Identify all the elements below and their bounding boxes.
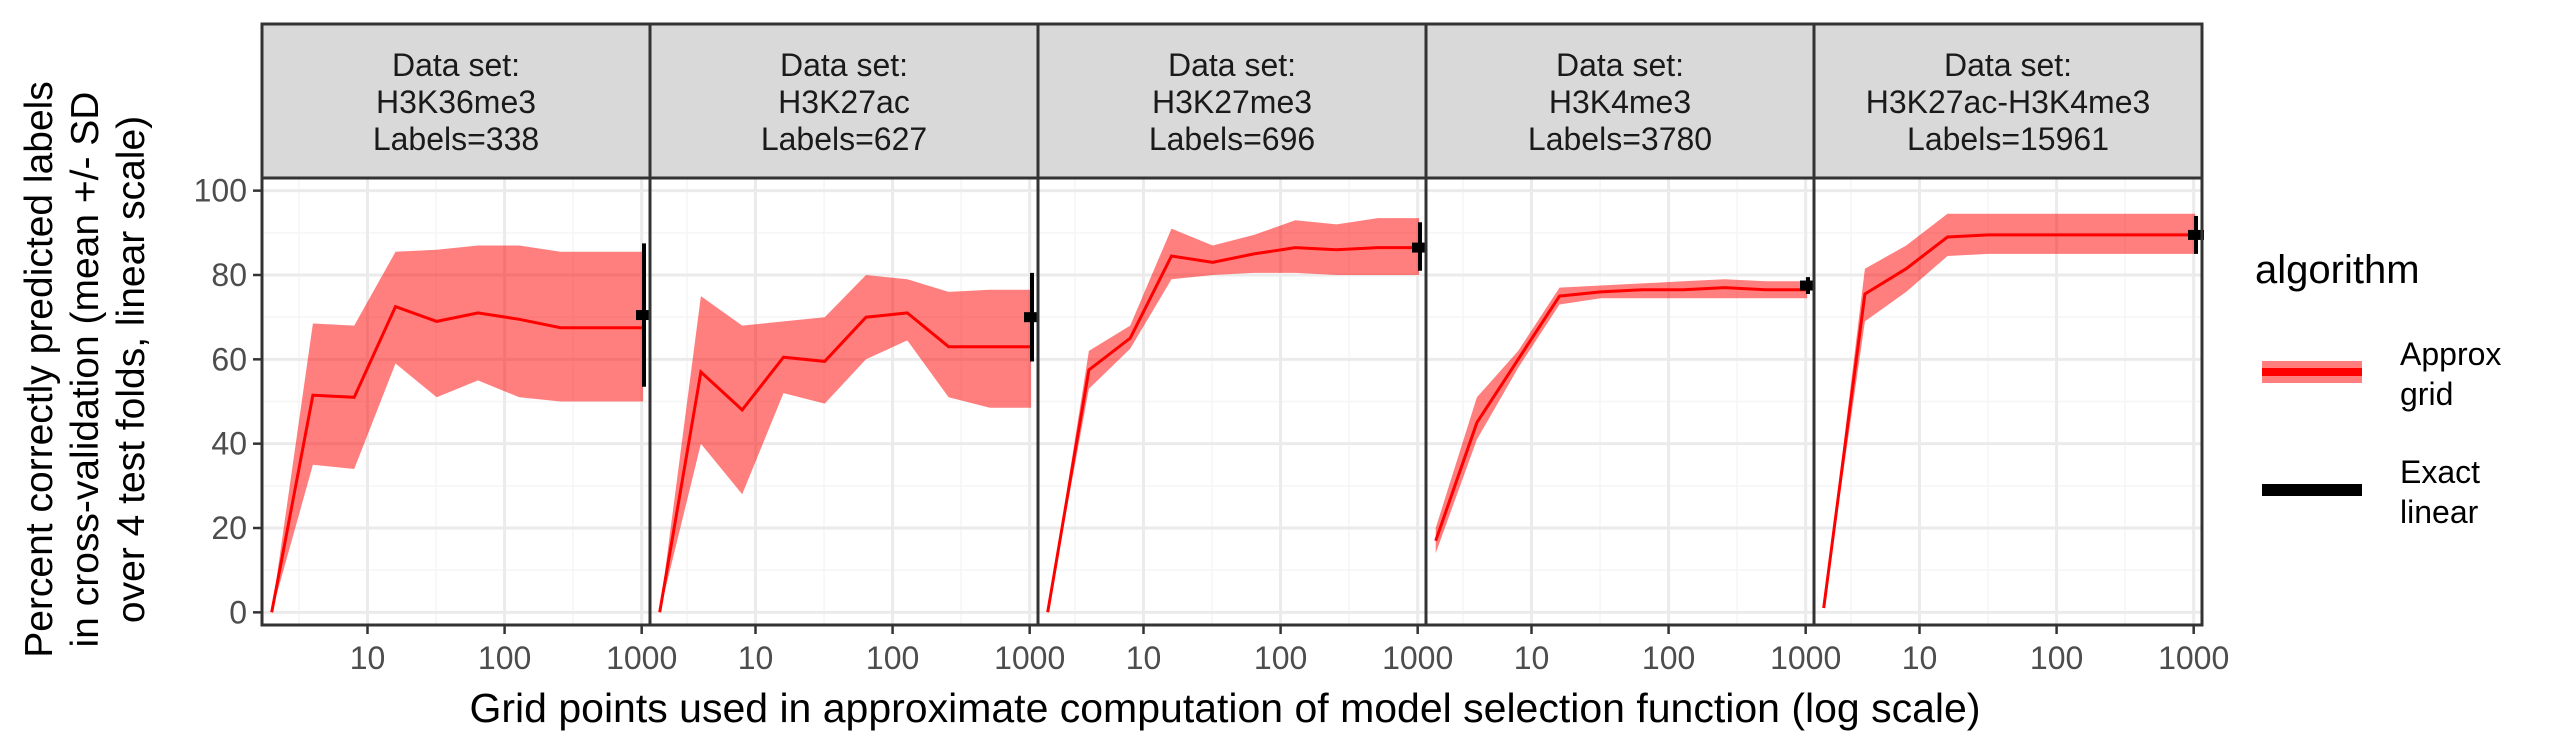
x-tick-label: 100 xyxy=(1642,640,1695,676)
facet-strip xyxy=(1812,22,2204,180)
strip-prefix-label: Data set: xyxy=(1168,47,1296,83)
approx-mean-line xyxy=(1046,246,1420,613)
facet-strip xyxy=(1424,22,1816,180)
strip-labels-count: Labels=338 xyxy=(373,121,539,157)
y-tick-label: 0 xyxy=(229,594,247,630)
x-tick-label: 10 xyxy=(1902,640,1938,676)
strip-labels-count: Labels=15961 xyxy=(1907,121,2109,157)
strip-dataset-label: H3K36me3 xyxy=(376,84,536,120)
strip-prefix-label: Data set: xyxy=(392,47,520,83)
strip-dataset-label: H3K4me3 xyxy=(1549,84,1691,120)
x-tick-label: 1000 xyxy=(1770,640,1841,676)
legend-label-exact-line1: Exact xyxy=(2400,454,2480,490)
approx-mean-line xyxy=(1434,286,1808,542)
x-tick-label: 10 xyxy=(738,640,774,676)
strip-dataset-label: H3K27ac-H3K4me3 xyxy=(1866,84,2151,120)
x-tick-label: 10 xyxy=(1126,640,1162,676)
approx-mean-line xyxy=(270,304,644,613)
y-axis-title-line: over 4 test folds, linear scale) xyxy=(110,116,153,623)
y-axis-title: Percent correctly predicted labels in cro… xyxy=(18,81,153,658)
x-tick-label: 1000 xyxy=(2158,640,2229,676)
y-axis-title-line: Percent correctly predicted labels xyxy=(18,81,61,658)
approx-sd-band xyxy=(659,275,1032,613)
strip-labels-count: Labels=627 xyxy=(761,121,927,157)
approx-sd-band xyxy=(1823,213,2196,609)
strip-labels-count: Labels=3780 xyxy=(1528,121,1712,157)
y-tick-label: 100 xyxy=(194,173,247,209)
legend-label-approx-line1: Approx xyxy=(2400,336,2501,372)
approx-sd-band xyxy=(1435,279,1808,554)
strip-prefix-label: Data set: xyxy=(1944,47,2072,83)
y-tick-label: 40 xyxy=(211,426,247,462)
x-tick-label: 100 xyxy=(478,640,531,676)
legend: algorithm Approx grid Exact linear xyxy=(2255,248,2501,530)
strip-dataset-label: H3K27me3 xyxy=(1152,84,1312,120)
strip-prefix-label: Data set: xyxy=(780,47,908,83)
approx-sd-band xyxy=(271,245,644,613)
facet-strip xyxy=(260,22,652,180)
x-tick-label: 100 xyxy=(2030,640,2083,676)
strip-prefix-label: Data set: xyxy=(1556,47,1684,83)
y-tick-label: 60 xyxy=(211,341,247,377)
x-tick-label: 1000 xyxy=(994,640,1065,676)
facet-strip xyxy=(1036,22,1428,180)
x-axis-title-group: Grid points used in approximate computat… xyxy=(470,685,1981,731)
x-tick-label: 10 xyxy=(350,640,386,676)
legend-title: algorithm xyxy=(2255,248,2420,292)
approx-mean-line xyxy=(658,311,1032,613)
y-tick-label: 80 xyxy=(211,257,247,293)
legend-label-approx-line2: grid xyxy=(2400,376,2453,412)
x-tick-label: 100 xyxy=(866,640,919,676)
x-tick-label: 1000 xyxy=(606,640,677,676)
x-tick-label: 100 xyxy=(1254,640,1307,676)
strip-dataset-label: H3K27ac xyxy=(778,84,910,120)
y-tick-label: 20 xyxy=(211,510,247,546)
legend-label-exact-line2: linear xyxy=(2400,494,2479,530)
facet-strip xyxy=(648,22,1040,180)
y-axis: 0 20 40 60 80 100 xyxy=(194,173,262,630)
x-tick-label: 1000 xyxy=(1382,640,1453,676)
strip-labels-count: Labels=696 xyxy=(1149,121,1315,157)
approx-mean-line xyxy=(1822,233,2196,609)
x-axis-title: Grid points used in approximate computat… xyxy=(470,685,1981,731)
y-axis-title-line: in cross-validation (mean +/- SD xyxy=(64,92,107,648)
x-tick-label: 10 xyxy=(1514,640,1550,676)
